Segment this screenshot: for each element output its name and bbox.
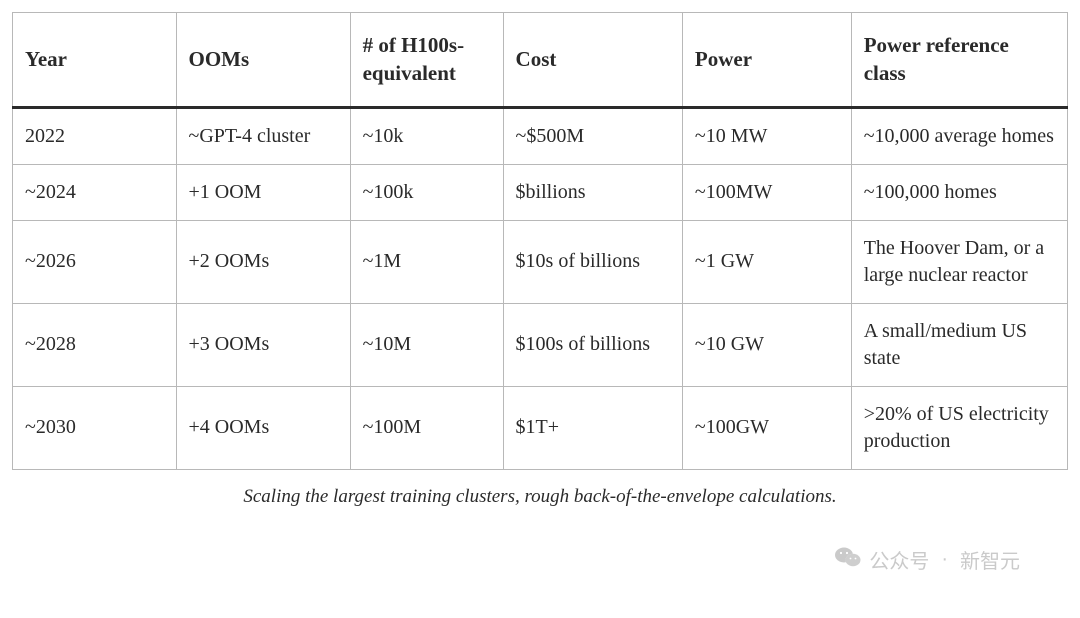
col-header-cost: Cost (503, 13, 682, 108)
cell-ooms: +2 OOMs (176, 220, 350, 303)
cell-cost: $billions (503, 164, 682, 220)
cell-power_ref: ~100,000 homes (851, 164, 1067, 220)
cell-cost: $1T+ (503, 386, 682, 469)
col-header-h100s: # of H100s-equivalent (350, 13, 503, 108)
cell-ooms: ~GPT-4 cluster (176, 107, 350, 164)
cell-h100s: ~10M (350, 303, 503, 386)
wechat-icon (835, 546, 861, 574)
scaling-table: Year OOMs # of H100s-equivalent Cost Pow… (12, 12, 1068, 470)
cell-cost: ~$500M (503, 107, 682, 164)
table-header-row: Year OOMs # of H100s-equivalent Cost Pow… (13, 13, 1068, 108)
cell-h100s: ~100k (350, 164, 503, 220)
table-body: 2022~GPT-4 cluster~10k~$500M~10 MW~10,00… (13, 107, 1068, 469)
table-row: ~2028+3 OOMs~10M$100s of billions~10 GWA… (13, 303, 1068, 386)
cell-power: ~10 MW (682, 107, 851, 164)
source-watermark: 公众号 · 新智元 (835, 545, 1020, 574)
col-header-power-ref: Power reference class (851, 13, 1067, 108)
cell-ooms: +4 OOMs (176, 386, 350, 469)
table-row: ~2024+1 OOM~100k$billions~100MW~100,000 … (13, 164, 1068, 220)
watermark-name: 新智元 (960, 545, 1020, 574)
cell-power: ~1 GW (682, 220, 851, 303)
cell-year: 2022 (13, 107, 177, 164)
cell-ooms: +3 OOMs (176, 303, 350, 386)
col-header-year: Year (13, 13, 177, 108)
cell-power: ~100MW (682, 164, 851, 220)
table-row: ~2030+4 OOMs~100M$1T+~100GW>20% of US el… (13, 386, 1068, 469)
cell-h100s: ~10k (350, 107, 503, 164)
table-row: 2022~GPT-4 cluster~10k~$500M~10 MW~10,00… (13, 107, 1068, 164)
col-header-power: Power (682, 13, 851, 108)
cell-power: ~100GW (682, 386, 851, 469)
cell-ooms: +1 OOM (176, 164, 350, 220)
cell-cost: $100s of billions (503, 303, 682, 386)
table-caption: Scaling the largest training clusters, r… (12, 486, 1068, 508)
watermark-separator: · (941, 548, 948, 571)
cell-power_ref: A small/medium US state (851, 303, 1067, 386)
cell-power_ref: The Hoover Dam, or a large nuclear react… (851, 220, 1067, 303)
cell-year: ~2024 (13, 164, 177, 220)
cell-h100s: ~100M (350, 386, 503, 469)
cell-year: ~2030 (13, 386, 177, 469)
cell-year: ~2026 (13, 220, 177, 303)
cell-power: ~10 GW (682, 303, 851, 386)
cell-cost: $10s of billions (503, 220, 682, 303)
watermark-prefix: 公众号 (869, 545, 929, 574)
table-row: ~2026+2 OOMs~1M$10s of billions~1 GWThe … (13, 220, 1068, 303)
col-header-ooms: OOMs (176, 13, 350, 108)
cell-h100s: ~1M (350, 220, 503, 303)
cell-year: ~2028 (13, 303, 177, 386)
cell-power_ref: >20% of US electricity production (851, 386, 1067, 469)
cell-power_ref: ~10,000 average homes (851, 107, 1067, 164)
